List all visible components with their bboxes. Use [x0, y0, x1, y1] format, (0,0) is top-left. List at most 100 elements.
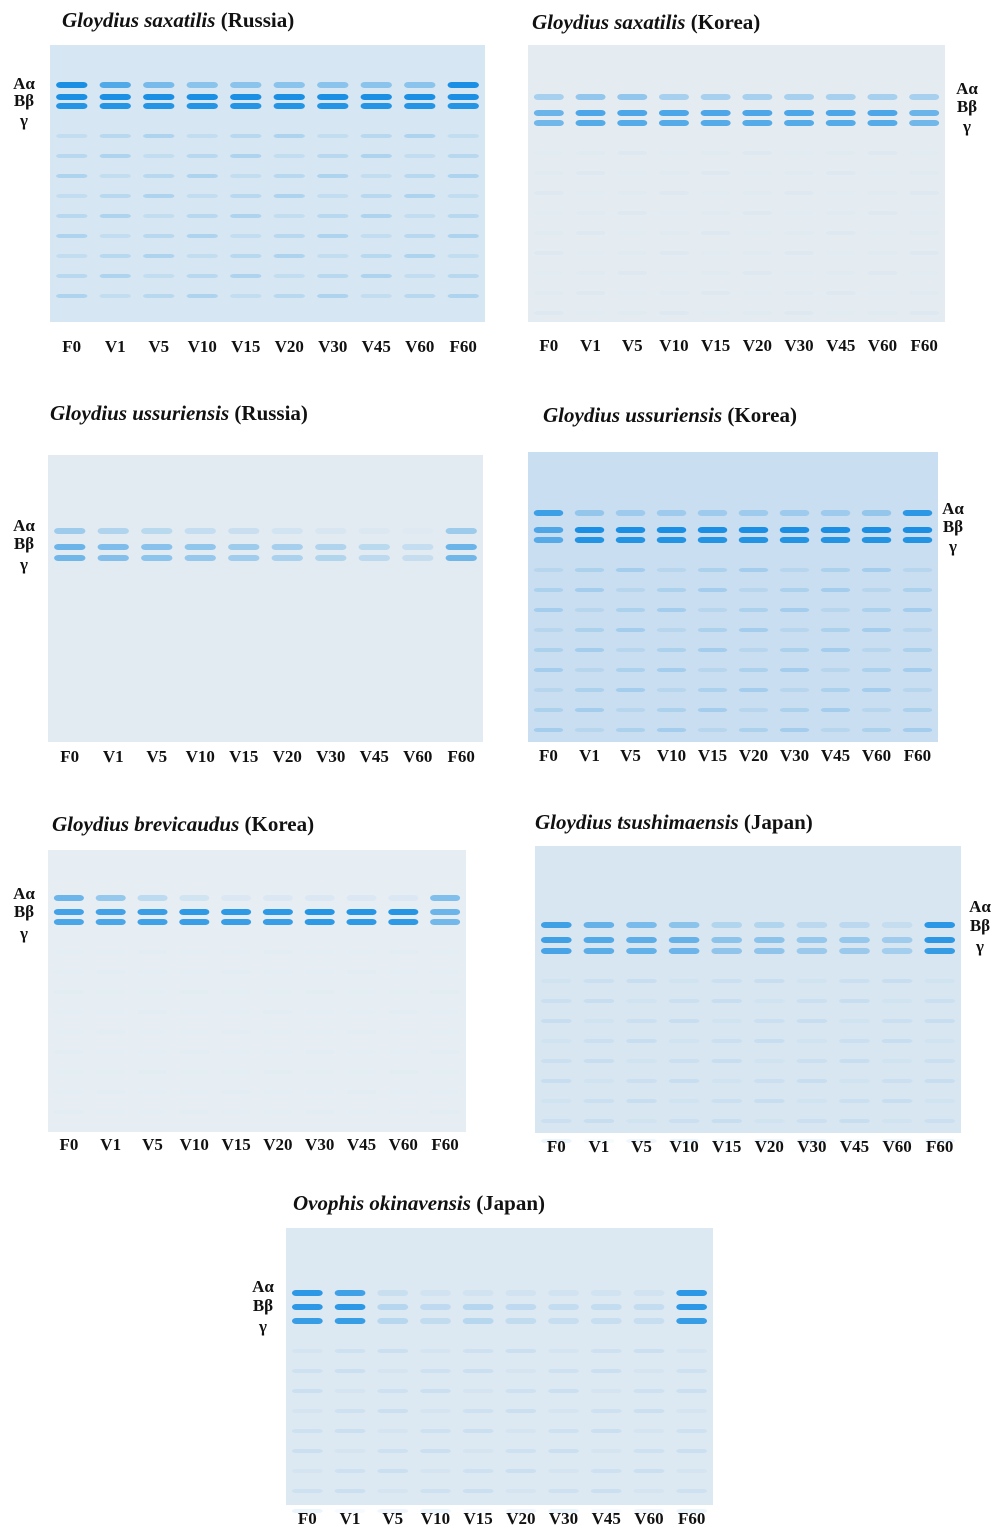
band	[742, 191, 772, 195]
band	[463, 1429, 494, 1433]
chain-label: γ	[19, 924, 28, 943]
band	[430, 970, 460, 974]
lane-label: F60	[448, 747, 475, 766]
band	[534, 608, 564, 612]
band	[882, 1079, 913, 1083]
band	[862, 708, 892, 712]
band	[698, 688, 728, 692]
band	[839, 979, 870, 983]
band	[784, 191, 814, 195]
band	[377, 1409, 408, 1413]
lane-label: F60	[904, 746, 931, 765]
band	[96, 919, 126, 925]
band	[548, 1449, 579, 1453]
band	[404, 94, 435, 100]
band	[187, 274, 218, 278]
band	[784, 171, 814, 175]
lane-label: V5	[146, 747, 167, 766]
band	[657, 568, 687, 572]
band	[754, 922, 785, 928]
band	[575, 608, 605, 612]
band	[317, 214, 348, 218]
band	[263, 1110, 293, 1114]
band	[56, 274, 87, 278]
band	[388, 950, 418, 954]
band	[839, 1019, 870, 1023]
band	[96, 1090, 126, 1094]
band	[591, 1369, 622, 1373]
species-name: Gloydius ussuriensis	[50, 401, 229, 425]
band	[420, 1429, 451, 1433]
band	[228, 528, 259, 534]
band	[388, 1030, 418, 1034]
band	[96, 909, 126, 915]
band	[903, 648, 933, 652]
band	[541, 1019, 572, 1023]
band	[274, 294, 305, 298]
band	[221, 990, 251, 994]
band	[616, 708, 646, 712]
band	[617, 211, 647, 215]
band	[584, 1119, 615, 1123]
band	[742, 271, 772, 275]
band	[626, 1039, 657, 1043]
band	[179, 1070, 209, 1074]
band	[187, 154, 218, 158]
band	[924, 948, 955, 954]
band	[100, 294, 131, 298]
location: (Korea)	[691, 10, 761, 34]
panel-title: Gloydius ussuriensis (Korea)	[543, 403, 797, 427]
band	[882, 999, 913, 1003]
band	[862, 728, 892, 732]
band	[263, 990, 293, 994]
band	[388, 970, 418, 974]
band	[711, 1119, 742, 1123]
band	[862, 668, 892, 672]
location: (Japan)	[744, 810, 813, 834]
band	[882, 1119, 913, 1123]
band	[100, 103, 131, 109]
lane-label: V1	[100, 1135, 121, 1154]
lane-label: V5	[622, 336, 643, 355]
band	[230, 234, 261, 238]
panel-title: Gloydius brevicaudus (Korea)	[52, 812, 314, 836]
band	[780, 608, 810, 612]
band	[317, 234, 348, 238]
chain-label: Bβ	[14, 902, 34, 921]
lane-label: V1	[103, 747, 124, 766]
band	[505, 1389, 536, 1393]
band	[780, 708, 810, 712]
band	[463, 1489, 494, 1493]
band	[584, 1099, 615, 1103]
band	[448, 134, 479, 138]
band	[534, 231, 564, 235]
band	[404, 103, 435, 109]
band	[56, 214, 87, 218]
band	[821, 527, 851, 533]
band	[739, 510, 769, 516]
band	[54, 1050, 84, 1054]
band	[54, 970, 84, 974]
band	[305, 895, 335, 901]
band	[575, 527, 605, 533]
band	[56, 234, 87, 238]
band	[742, 311, 772, 315]
lane-label: F60	[431, 1135, 458, 1154]
band	[742, 151, 772, 155]
band	[292, 1409, 323, 1413]
lane-label: F0	[547, 1137, 566, 1156]
band	[839, 1079, 870, 1083]
band	[534, 588, 564, 592]
gel	[528, 452, 938, 742]
band	[388, 1050, 418, 1054]
band	[839, 1119, 870, 1123]
band	[742, 251, 772, 255]
band	[548, 1369, 579, 1373]
band	[701, 211, 731, 215]
lane-label: V45	[347, 1135, 376, 1154]
band	[924, 1119, 955, 1123]
band	[657, 708, 687, 712]
band	[657, 510, 687, 516]
band	[657, 668, 687, 672]
band	[780, 628, 810, 632]
